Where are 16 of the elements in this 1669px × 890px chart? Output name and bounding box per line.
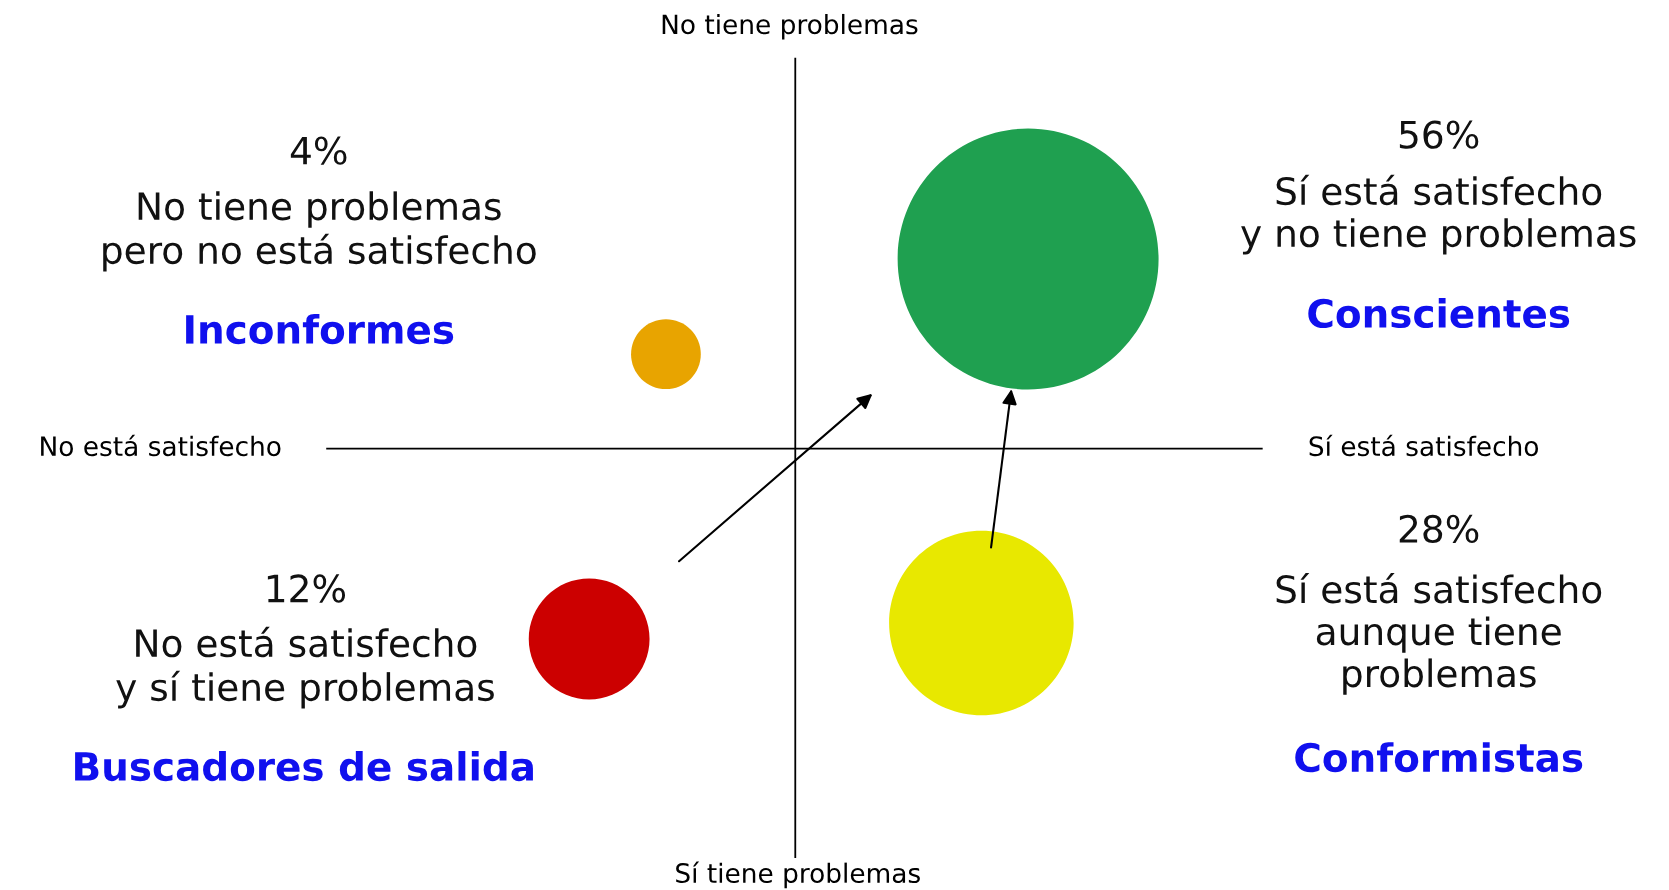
text: Sí está satisfecho y no tiene problemas <box>1241 174 1636 255</box>
category-label: Buscadores de salida <box>75 751 533 782</box>
text: No tiene problemas pero no está satisfecho <box>103 191 536 272</box>
category-label: Conscientes <box>1308 298 1570 329</box>
data-label: 12% <box>267 574 346 603</box>
category-label: Inconformes <box>186 314 454 345</box>
text: No está satisfecho y sí tiene problemas <box>116 626 494 709</box>
data-label: 56% <box>1399 120 1479 149</box>
text: No tiene problemas <box>662 13 918 40</box>
data-label: 4% <box>290 136 347 165</box>
category-label: Conformistas <box>1295 742 1583 773</box>
text: Sí está satisfecho <box>1309 434 1539 457</box>
data-label: 28% <box>1399 514 1479 544</box>
text: Sí tiene problemas <box>676 861 920 889</box>
text: No está satisfecho <box>41 434 281 457</box>
text: Sí está satisfecho aunque tiene problemas <box>1276 572 1602 695</box>
